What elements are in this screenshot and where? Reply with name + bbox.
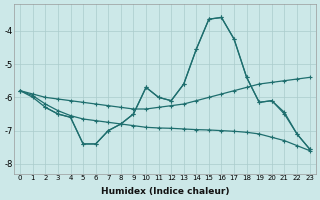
X-axis label: Humidex (Indice chaleur): Humidex (Indice chaleur): [100, 187, 229, 196]
